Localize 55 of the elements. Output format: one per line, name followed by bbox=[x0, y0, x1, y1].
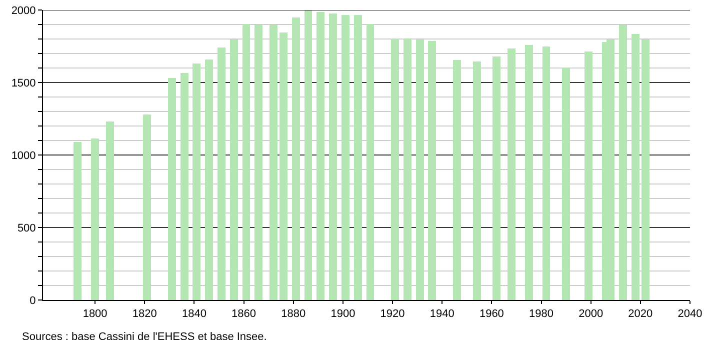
bar bbox=[428, 41, 436, 300]
x-tick-label: 1900 bbox=[330, 308, 356, 320]
y-tick-label: 0 bbox=[30, 294, 36, 307]
bar bbox=[106, 122, 114, 300]
x-tick-label: 1960 bbox=[479, 308, 504, 320]
x-tick-label: 1820 bbox=[132, 308, 157, 320]
bar bbox=[619, 25, 628, 300]
bar bbox=[242, 24, 250, 300]
y-tick-label: 1500 bbox=[11, 77, 36, 90]
y-tick-label: 2000 bbox=[11, 4, 36, 17]
bar bbox=[354, 15, 362, 300]
x-tick-label: 1800 bbox=[82, 308, 108, 320]
bar bbox=[453, 60, 461, 300]
bar bbox=[641, 40, 650, 300]
bar bbox=[366, 24, 374, 300]
x-tick-label: 2040 bbox=[678, 308, 702, 320]
bar bbox=[218, 48, 226, 300]
x-tick-label: 2020 bbox=[628, 308, 653, 320]
bar bbox=[562, 67, 570, 300]
x-tick-label: 2000 bbox=[578, 308, 604, 320]
x-tick-label: 1920 bbox=[380, 308, 405, 320]
bar bbox=[74, 142, 82, 300]
bar bbox=[304, 10, 312, 300]
bar bbox=[416, 40, 424, 300]
bar bbox=[254, 25, 263, 300]
source-note: Sources : base Cassini de l'EHESS et base Insee. bbox=[22, 331, 267, 340]
bar bbox=[584, 51, 592, 300]
bar bbox=[329, 14, 337, 300]
x-tick-label: 1840 bbox=[182, 308, 206, 320]
bar bbox=[472, 61, 481, 300]
bar bbox=[316, 12, 325, 300]
bar bbox=[91, 138, 100, 300]
bar bbox=[524, 44, 533, 300]
bar bbox=[341, 15, 350, 300]
y-tick-label: 1000 bbox=[11, 150, 36, 162]
bar bbox=[292, 17, 300, 300]
bar bbox=[492, 56, 501, 300]
x-tick-label: 1860 bbox=[232, 308, 256, 320]
bar bbox=[508, 48, 516, 300]
bar bbox=[205, 59, 214, 300]
y-tick-label: 500 bbox=[17, 222, 36, 234]
x-tick-label: 1880 bbox=[281, 308, 306, 320]
bar bbox=[279, 32, 288, 300]
bar bbox=[391, 38, 399, 300]
bar bbox=[632, 34, 640, 300]
bar bbox=[180, 73, 188, 300]
bar bbox=[230, 40, 238, 300]
bar bbox=[143, 114, 152, 300]
x-tick-label: 1980 bbox=[529, 308, 554, 320]
bar bbox=[403, 39, 412, 300]
bar bbox=[270, 25, 278, 300]
bar bbox=[192, 64, 201, 300]
bar bbox=[542, 46, 550, 300]
x-tick-label: 1940 bbox=[430, 308, 454, 320]
bar bbox=[168, 78, 176, 300]
